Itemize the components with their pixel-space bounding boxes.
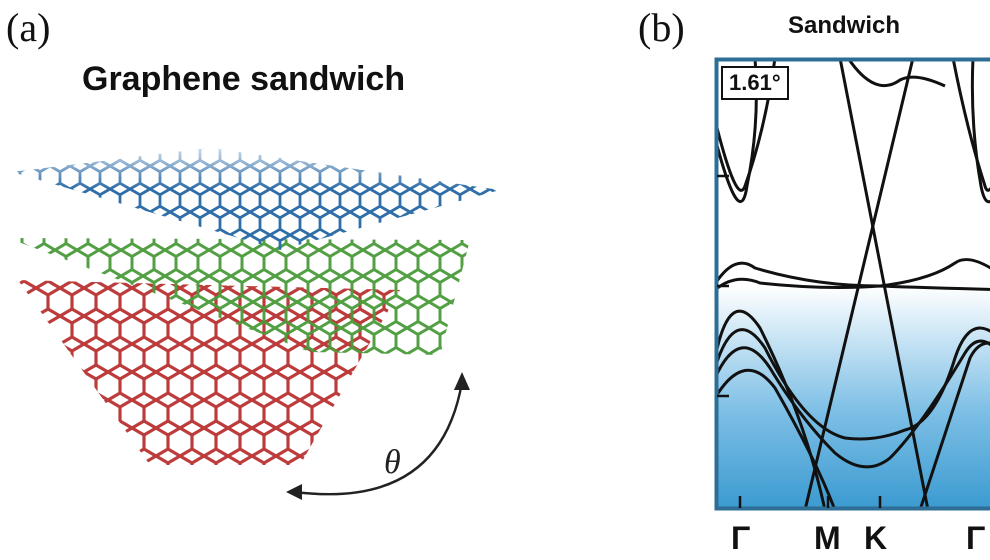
band-lines bbox=[715, 58, 990, 510]
arrow-head-left bbox=[286, 484, 302, 500]
arrow-head-top bbox=[454, 372, 470, 390]
graphene-sandwich-illustration bbox=[8, 148, 500, 500]
filled-states-region bbox=[715, 286, 990, 510]
k-point-gamma-right: Γ bbox=[966, 520, 986, 556]
panel-a-label: (a) bbox=[6, 5, 51, 50]
k-point-k: K bbox=[864, 520, 888, 556]
panel-a-title: Graphene sandwich bbox=[82, 60, 406, 98]
y-ticks bbox=[717, 174, 729, 398]
twist-arrow bbox=[294, 381, 464, 496]
panel-b-label: (b) bbox=[638, 5, 685, 50]
k-point-gamma-left: Γ bbox=[731, 520, 751, 556]
middle-layer-green bbox=[8, 238, 470, 355]
twist-angle-badge: 1.61° bbox=[721, 66, 789, 100]
band-structure-plot bbox=[714, 57, 990, 511]
panel-b-title: Sandwich bbox=[788, 12, 901, 39]
k-point-m: M bbox=[814, 520, 841, 556]
theta-symbol: θ bbox=[384, 444, 401, 481]
plot-frame bbox=[714, 57, 990, 511]
x-ticks bbox=[738, 496, 882, 508]
